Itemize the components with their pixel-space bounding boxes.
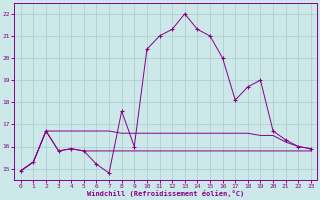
- X-axis label: Windchill (Refroidissement éolien,°C): Windchill (Refroidissement éolien,°C): [87, 190, 244, 197]
